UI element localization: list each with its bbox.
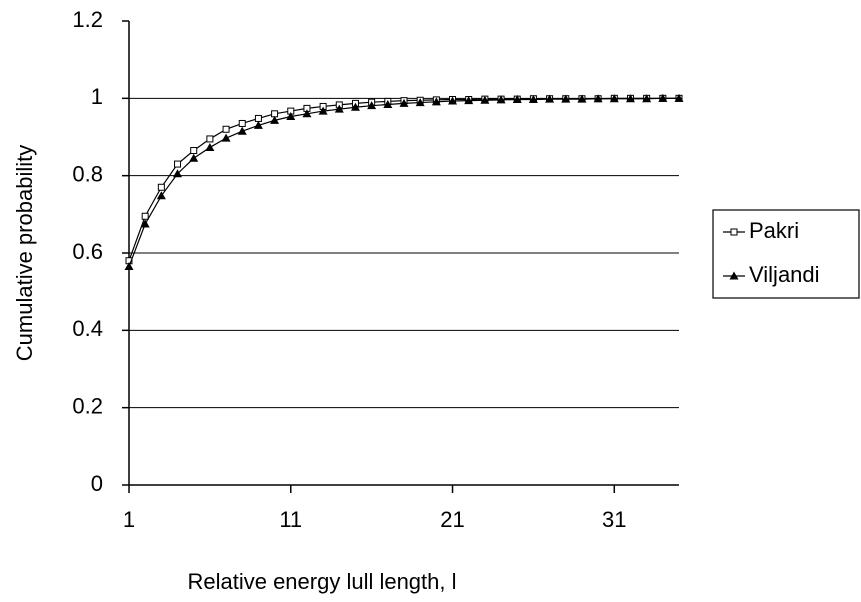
legend-box <box>712 209 860 299</box>
data-point <box>577 94 587 103</box>
x-tick-label: 21 <box>440 507 464 532</box>
x-tick-label: 31 <box>602 507 626 532</box>
x-axis-title: Relative energy lull length, l <box>187 569 456 594</box>
y-tick-label: 0.8 <box>72 161 103 186</box>
y-tick-label: 0 <box>91 471 103 496</box>
data-point <box>625 94 635 103</box>
data-point <box>286 112 296 121</box>
data-point <box>642 94 652 103</box>
legend-label: Viljandi <box>749 262 820 287</box>
y-tick-label: 0.2 <box>72 393 103 418</box>
data-point <box>658 93 668 102</box>
data-point <box>561 94 571 103</box>
x-tick-label: 11 <box>279 507 302 532</box>
data-point <box>383 100 393 109</box>
data-point <box>238 119 246 127</box>
data-point <box>367 101 377 110</box>
data-point <box>350 102 360 111</box>
data-point <box>318 106 328 115</box>
data-point <box>173 169 183 178</box>
data-point <box>334 104 344 113</box>
data-point <box>253 120 263 129</box>
data-point <box>593 94 603 103</box>
data-point <box>141 212 149 220</box>
x-tick-label: 1 <box>123 507 135 532</box>
legend-marker <box>730 228 738 236</box>
data-point <box>448 96 458 105</box>
data-point <box>512 94 522 103</box>
data-point <box>156 191 166 200</box>
data-point <box>222 125 230 133</box>
data-point <box>674 93 684 102</box>
data-point <box>464 96 474 105</box>
data-point <box>399 98 409 107</box>
data-point <box>189 153 199 162</box>
data-point <box>205 142 215 151</box>
data-point <box>496 95 506 104</box>
y-tick-label: 1 <box>91 84 103 109</box>
series-line <box>128 97 679 261</box>
y-axis-title: Cumulative probability <box>12 145 37 361</box>
y-tick-label: 0.6 <box>72 239 103 264</box>
data-point <box>206 135 214 143</box>
data-point <box>221 133 231 142</box>
data-point <box>431 97 441 106</box>
data-point <box>609 94 619 103</box>
y-tick-label: 1.2 <box>72 7 103 32</box>
data-point <box>237 126 247 135</box>
data-point <box>415 98 425 107</box>
data-point <box>190 147 198 155</box>
legend-label: Pakri <box>749 218 799 243</box>
data-point <box>528 94 538 103</box>
legend-marker <box>729 271 739 280</box>
data-point <box>140 219 150 228</box>
data-point <box>302 109 312 118</box>
data-point <box>157 183 165 191</box>
data-point <box>480 95 490 104</box>
data-point <box>270 115 280 124</box>
data-point <box>174 160 182 168</box>
data-point <box>254 114 262 122</box>
data-point <box>545 94 555 103</box>
data-point <box>124 262 134 271</box>
series-line <box>128 97 679 267</box>
y-tick-label: 0.4 <box>72 316 103 341</box>
